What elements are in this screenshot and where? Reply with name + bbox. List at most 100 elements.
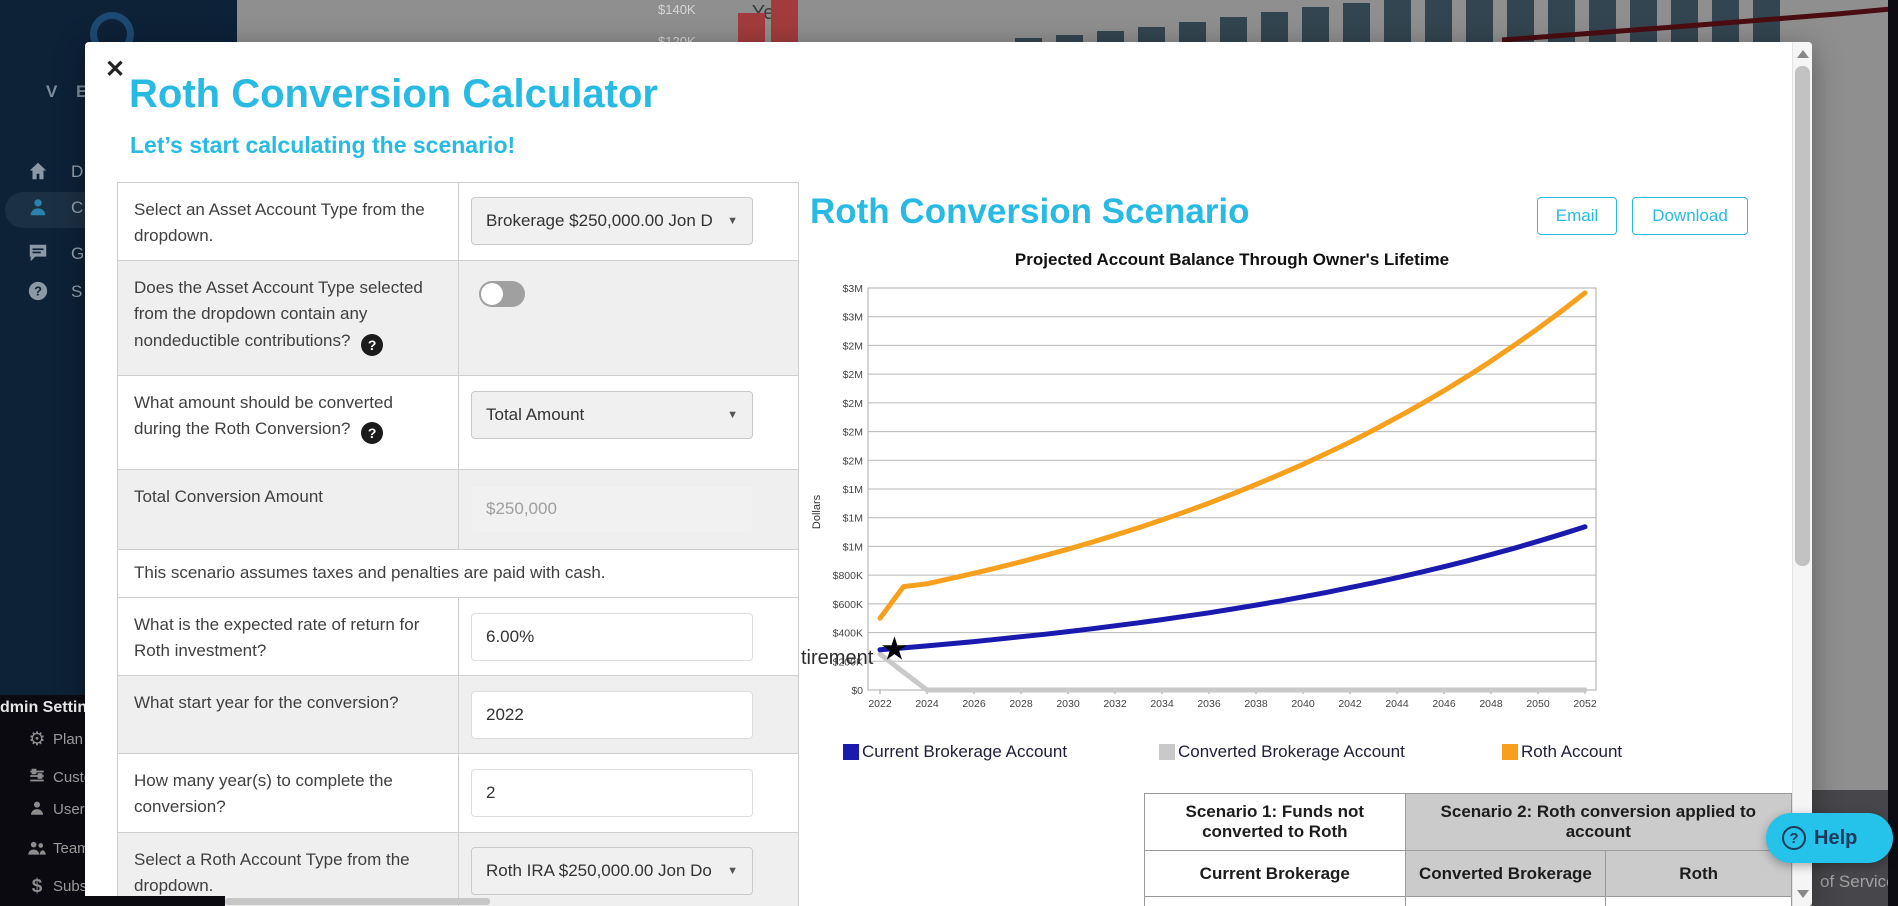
email-button[interactable]: Email xyxy=(1537,197,1617,235)
sidebar-item-label: G xyxy=(71,244,85,263)
gear-icon: ⚙ xyxy=(28,729,46,750)
years-to-complete-input[interactable]: 2 xyxy=(471,769,753,817)
account-column-header: Current Brokerage xyxy=(1144,850,1406,897)
sidebar-item-g[interactable]: G xyxy=(0,238,237,274)
rate-of-return-input[interactable]: 6.00% xyxy=(471,613,753,661)
chevron-down-icon: ▼ xyxy=(727,865,738,877)
admin-menu-item-plan[interactable]: ⚙ Plan xyxy=(0,728,85,752)
x-axis-tick-label: 2032 xyxy=(1103,698,1127,710)
y-axis-tick-label: $1M xyxy=(843,513,863,525)
admin-menu-item-users[interactable]: Users xyxy=(0,798,85,822)
download-button[interactable]: Download xyxy=(1632,197,1748,235)
background-teal-bar xyxy=(1466,0,1493,42)
x-axis-tick-label: 2044 xyxy=(1385,698,1409,710)
dropdown-selected-value: Roth IRA $250,000.00 Jon Do xyxy=(486,861,712,880)
form-row-taxes-note: This scenario assumes taxes and penaltie… xyxy=(118,550,798,598)
background-teal-bar xyxy=(1507,0,1534,42)
x-axis-tick-label: 2040 xyxy=(1291,698,1315,710)
form-row-label: What start year for the conversion? xyxy=(118,676,459,753)
admin-menu-item-team[interactable]: Team xyxy=(0,837,85,861)
account-column-header: Converted Brokerage xyxy=(1404,850,1607,897)
y-axis-tick-label: $600K xyxy=(833,599,863,611)
background-bar-chart xyxy=(1015,0,1888,42)
form-row-asset-account-type: Select an Asset Account Type from the dr… xyxy=(118,183,798,261)
admin-settings-heading: dmin Settin xyxy=(0,699,85,716)
question-icon: ? xyxy=(1782,826,1806,850)
y-axis-tick-label: $2M xyxy=(843,369,863,381)
sidebar-item-d[interactable]: D xyxy=(0,156,237,192)
scrollbar-down-arrow-icon[interactable] xyxy=(1797,890,1809,898)
roth-account-type-dropdown[interactable]: Roth IRA $250,000.00 Jon Do ▼ xyxy=(471,847,753,895)
x-axis-tick-label: 2052 xyxy=(1573,698,1597,710)
question-icon: ? xyxy=(27,280,49,302)
background-teal-bar xyxy=(1056,35,1083,42)
chart-title: Projected Account Balance Through Owner'… xyxy=(1014,250,1450,269)
asset-account-type-dropdown[interactable]: Brokerage $250,000.00 Jon D ▼ xyxy=(471,197,753,245)
y-axis-title: Dollars xyxy=(811,494,823,529)
legend-label: Roth Account xyxy=(1521,742,1623,761)
start-year-input[interactable]: 2022 xyxy=(471,691,753,739)
background-top-strip: Year $140K $120K xyxy=(237,0,1888,42)
admin-menu-item-custo[interactable]: Custo xyxy=(0,766,85,790)
series-line-converted-brokerage-account xyxy=(877,651,1588,693)
y-axis-tick-label: $1M xyxy=(843,484,863,496)
y-axis-tick-label: $2M xyxy=(843,398,863,410)
series-line-current-brokerage-account xyxy=(877,524,1588,653)
help-tooltip-icon[interactable]: ? xyxy=(361,422,384,445)
x-axis-tick-label: 2042 xyxy=(1338,698,1362,710)
legend-swatch xyxy=(843,744,859,760)
x-axis-tick-label: 2050 xyxy=(1526,698,1550,710)
retirement-star-marker: ★ xyxy=(880,630,909,666)
sliders-icon xyxy=(27,767,47,787)
sidebar-item-s[interactable]: ? S xyxy=(0,276,237,312)
total-conversion-amount-input[interactable]: $250,000 xyxy=(471,485,753,533)
background-teal-bar xyxy=(1220,17,1247,42)
nondeductible-toggle[interactable] xyxy=(479,281,525,307)
admin-settings-menu: dmin Settin ⚙ Plan Custo Users Team $ Subs xyxy=(0,695,85,906)
x-axis-tick-label: 2022 xyxy=(868,698,892,710)
form-row-total-conversion-amount: Total Conversion Amount $250,000 xyxy=(118,470,798,550)
help-button[interactable]: ? Help xyxy=(1766,813,1893,863)
series-line-roth-account xyxy=(877,290,1588,621)
y-axis-tick-label: $2M xyxy=(843,427,863,439)
window-edge xyxy=(1888,0,1898,906)
y-axis-tick-label: $3M xyxy=(843,283,863,295)
horizontal-scrollbar-thumb[interactable] xyxy=(225,898,490,905)
conversion-amount-type-dropdown[interactable]: Total Amount ▼ xyxy=(471,391,753,439)
y-axis-tick-label: $800K xyxy=(833,570,863,582)
user-icon xyxy=(27,799,47,819)
background-red-bar xyxy=(771,0,798,42)
background-teal-bar xyxy=(1384,0,1411,42)
scrollbar-up-arrow-icon[interactable] xyxy=(1797,50,1809,58)
sidebar-item-label: C xyxy=(71,198,84,217)
dollar-icon: $ xyxy=(31,876,43,897)
background-teal-bar xyxy=(1343,3,1370,42)
modal-scrollbar[interactable] xyxy=(1792,42,1812,906)
person-icon xyxy=(27,196,49,218)
chat-icon xyxy=(27,242,49,264)
y-axis-tick-label: $2M xyxy=(843,455,863,467)
help-tooltip-icon[interactable]: ? xyxy=(361,333,384,356)
scenario-title: Roth Conversion Scenario xyxy=(810,192,1250,231)
legend-label: Current Brokerage Account xyxy=(862,742,1068,761)
scrollbar-thumb[interactable] xyxy=(1795,66,1810,566)
background-teal-bar xyxy=(1179,22,1206,42)
background-teal-bar xyxy=(1138,27,1165,42)
admin-menu-item-label: Custo xyxy=(53,769,85,786)
app-logo-text: V E xyxy=(46,82,95,101)
admin-menu-item-subs[interactable]: $ Subs xyxy=(0,875,85,899)
scenario-header-cell: Scenario 1: Funds not converted to Roth xyxy=(1144,793,1406,851)
legend-swatch xyxy=(1159,744,1175,760)
clipped-retirement-annotation: tirement xyxy=(801,647,874,669)
sidebar-item-label: D xyxy=(71,162,84,181)
x-axis-tick-label: 2036 xyxy=(1197,698,1221,710)
admin-menu-item-label: Users xyxy=(53,801,85,818)
background-teal-bar xyxy=(1671,0,1698,42)
chevron-down-icon: ▼ xyxy=(727,215,738,227)
legend-swatch xyxy=(1502,744,1518,760)
roth-conversion-calculator-modal: ✕ Roth Conversion Calculator Let’s start… xyxy=(85,42,1812,906)
sidebar-item-label: S xyxy=(71,282,83,301)
legend-item: Converted Brokerage Account xyxy=(1159,742,1405,762)
x-axis-tick-label: 2024 xyxy=(915,698,939,710)
close-icon[interactable]: ✕ xyxy=(105,56,126,83)
